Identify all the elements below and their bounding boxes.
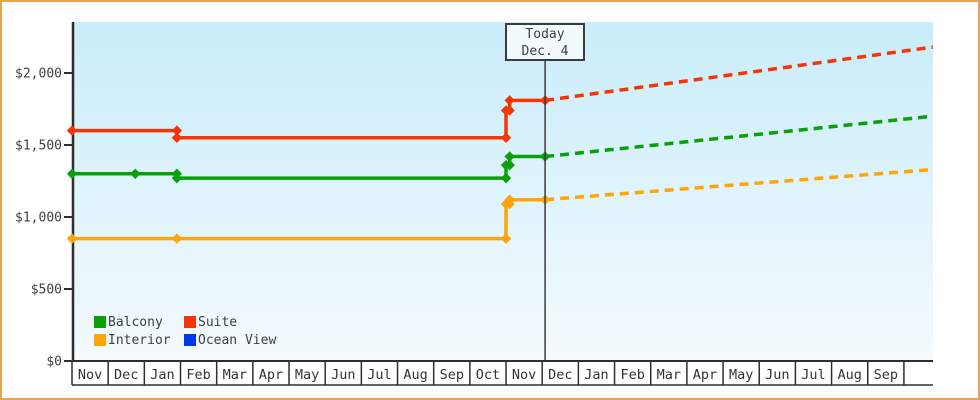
series-point-balcony xyxy=(500,172,512,184)
x-axis-label-may-6: May xyxy=(295,367,319,383)
series-point-suite xyxy=(504,95,515,106)
today-marker-line2: Dec. 4 xyxy=(521,44,569,59)
legend-item-balcony: Balcony xyxy=(94,314,184,330)
y-axis-label-1000: $1,000 xyxy=(15,211,62,226)
series-point-balcony xyxy=(171,172,183,184)
plot-area-background xyxy=(74,22,933,361)
series-point-suite xyxy=(500,132,512,143)
series-point-interior xyxy=(66,233,78,244)
y-axis-label-2000: $2,000 xyxy=(15,67,62,82)
series-point-balcony xyxy=(130,168,141,179)
today-marker-label: Today Dec. 4 xyxy=(505,23,585,61)
x-axis-label-mar-16: Mar xyxy=(657,367,681,383)
y-axis-label-500: $500 xyxy=(31,283,62,298)
x-axis-label-jan-14: Jan xyxy=(584,367,608,383)
x-axis-label-jan-2: Jan xyxy=(150,367,174,383)
x-axis-label-nov-12: Nov xyxy=(512,367,536,383)
x-axis-label-jun-7: Jun xyxy=(331,367,355,383)
legend-label-suite: Suite xyxy=(198,314,238,330)
series-point-suite xyxy=(66,125,78,136)
legend-swatch-suite xyxy=(184,316,196,328)
legend-swatch-interior xyxy=(94,334,106,346)
x-axis-label-aug-9: Aug xyxy=(403,367,427,383)
x-axis-label-oct-11: Oct xyxy=(476,367,500,383)
legend-label-interior: Interior xyxy=(108,332,171,348)
legend-label-balcony: Balcony xyxy=(108,314,163,330)
y-axis-label-1500: $1,500 xyxy=(15,139,62,154)
series-point-suite xyxy=(171,125,183,136)
x-axis-label-jun-19: Jun xyxy=(765,367,789,383)
x-axis-label-apr-17: Apr xyxy=(693,367,717,383)
series-projection-balcony xyxy=(544,114,933,159)
x-axis-label-apr-5: Apr xyxy=(259,367,283,383)
series-point-interior xyxy=(500,233,512,244)
legend-label-ocean-view: Ocean View xyxy=(198,332,277,348)
x-axis-label-dec-13: Dec xyxy=(548,367,572,383)
x-axis-label-jul-20: Jul xyxy=(801,367,825,383)
legend-swatch-balcony xyxy=(94,316,106,328)
y-axis-label-0: $0 xyxy=(46,355,62,370)
x-axis-label-feb-3: Feb xyxy=(186,367,210,383)
legend: Balcony Suite Interior Ocean View xyxy=(94,314,277,348)
series-point-balcony xyxy=(66,168,78,179)
x-axis-label-aug-21: Aug xyxy=(837,367,861,383)
series-line-balcony xyxy=(70,154,547,180)
x-axis-label-feb-15: Feb xyxy=(620,367,644,383)
series-line-interior xyxy=(70,197,547,241)
legend-item-suite: Suite xyxy=(184,314,276,330)
series-line-suite xyxy=(70,98,547,140)
x-axis-label-sep-22: Sep xyxy=(874,367,898,383)
series-projection-suite xyxy=(544,45,934,103)
x-axis-label-dec-1: Dec xyxy=(114,367,138,383)
series-point-suite xyxy=(171,132,183,143)
x-axis-label-mar-4: Mar xyxy=(223,367,247,383)
series-projection-interior xyxy=(544,167,933,202)
series-point-interior xyxy=(171,233,183,244)
legend-swatch-ocean-view xyxy=(184,334,196,346)
x-axis-label-jul-8: Jul xyxy=(367,367,391,383)
x-axis-label-may-18: May xyxy=(729,367,753,383)
today-marker-line1: Today xyxy=(525,27,565,42)
legend-item-interior: Interior xyxy=(94,332,184,348)
legend-item-ocean-view: Ocean View xyxy=(184,332,277,348)
x-axis-label-sep-10: Sep xyxy=(440,367,464,383)
x-axis-label-nov-0: Nov xyxy=(78,367,102,383)
